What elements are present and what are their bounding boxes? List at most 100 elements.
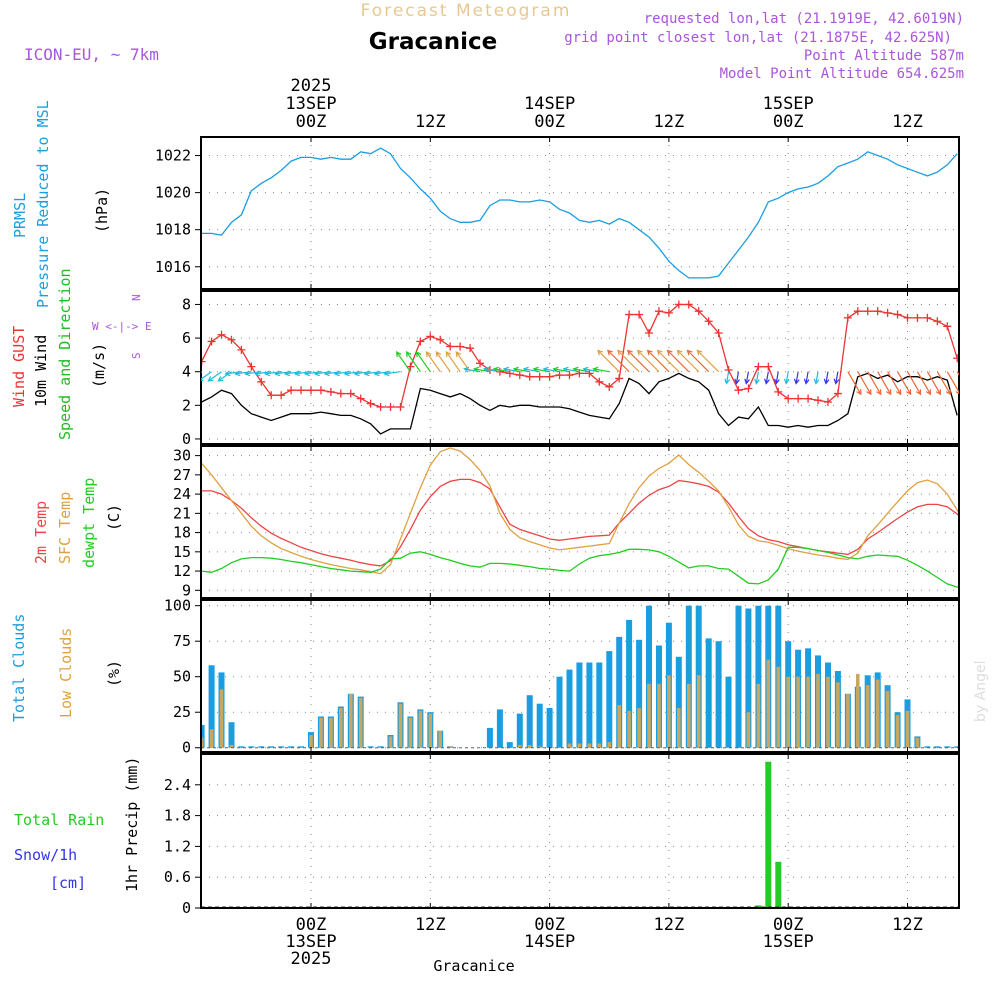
top-day-label-4: 15SEP (763, 94, 814, 114)
wind-gust-marker-66 (853, 307, 862, 316)
clouds-bar-low-clouds-64 (836, 682, 840, 748)
wind-gust-marker-63 (823, 397, 832, 406)
wind-gust-marker-15 (346, 389, 355, 398)
clouds-bar-total-clouds-55 (745, 608, 752, 748)
clouds-bar-total-clouds-4 (238, 746, 245, 748)
precip-ytick-label-2: 1.2 (164, 837, 191, 855)
wind-gust-marker-38 (575, 369, 584, 378)
clouds-bar-total-clouds-41 (606, 651, 613, 748)
clouds-bar-low-clouds-14 (339, 708, 343, 748)
clouds-bar-total-clouds-34 (536, 703, 543, 748)
wind-gust-marker-4 (237, 345, 246, 354)
wind-arrow-head-32 (502, 366, 509, 373)
wind-arrow-head-23 (415, 350, 422, 358)
clouds-bar-low-clouds-41 (607, 742, 612, 748)
wind-arrow-73 (926, 371, 941, 395)
wind-arrow-55 (745, 371, 750, 384)
wind-arrow-head-61 (803, 378, 810, 385)
wind-arrow-head-73 (935, 389, 942, 396)
wind-gust-marker-39 (585, 369, 594, 378)
temp-ytick-label-2: 15 (173, 543, 191, 561)
precip-data (755, 761, 782, 908)
wind-gust-marker-22 (416, 337, 425, 346)
wind-gust-marker-23 (426, 332, 435, 341)
clouds-bar-total-clouds-5 (248, 746, 255, 748)
wind-arrow-head-11 (293, 370, 301, 377)
wind-ytick-label-4: 8 (182, 295, 191, 313)
wind-gust-marker-42 (615, 374, 624, 383)
wind-arrow-57 (765, 371, 769, 384)
clouds-bar-low-clouds-20 (398, 703, 403, 748)
clouds-bar-total-clouds-48 (675, 656, 682, 748)
wind-gust-marker-50 (694, 307, 703, 316)
compass-north: N (130, 294, 143, 301)
clouds-bar-total-clouds-56 (755, 605, 762, 748)
header-and-labels: Forecast Meteogram Gracanice ICON-EU, ~ … (10, 1, 989, 975)
wind-arrow-head-56 (754, 378, 760, 385)
wind-arrow-head-76 (966, 389, 970, 394)
clouds-bar-total-clouds-38 (576, 662, 583, 748)
wind-gust-marker-25 (446, 342, 455, 351)
clouds-bar-total-clouds-40 (596, 662, 603, 748)
clouds-bar-low-clouds-16 (358, 698, 363, 748)
bottom-day-label-2: 14SEP (524, 932, 575, 952)
clouds-bar-total-clouds-37 (566, 669, 573, 748)
wind-arrow-23 (416, 351, 431, 373)
top-time-label-5: 12Z (892, 112, 923, 132)
clouds-bar-low-clouds-46 (657, 683, 661, 748)
clouds-bar-low-clouds-2 (219, 689, 224, 748)
wind-arrow-head-44 (617, 349, 623, 356)
temp-label-1: 2m Temp (32, 501, 50, 564)
wind-gust-marker-76 (953, 354, 959, 363)
clouds-bar-total-clouds-51 (705, 638, 712, 748)
wind-arrow-head-59 (783, 378, 790, 385)
wind-arrow-head-30 (482, 366, 490, 373)
clouds-bar-low-clouds-1 (209, 729, 214, 748)
wind-arrow-41 (593, 368, 610, 373)
wind-arrow-head-65 (856, 389, 862, 396)
wind-gust-marker-61 (804, 394, 813, 403)
temp-ytick-label-6: 27 (173, 466, 191, 484)
clouds-bar-low-clouds-38 (577, 743, 582, 748)
clouds-bar-low-clouds-65 (846, 693, 850, 748)
wind-arrow-head-24 (425, 350, 432, 358)
clouds-unit: (%) (105, 660, 123, 687)
wind-arrow-head-58 (774, 378, 780, 385)
wind-arrow-head-46 (636, 349, 643, 356)
wind-arrow-head-7 (254, 370, 261, 377)
clouds-ytick-label-3: 75 (173, 632, 191, 650)
wind-arrow-1 (201, 371, 212, 380)
temp-ytick-label-3: 18 (173, 524, 191, 542)
wind-gust-marker-68 (873, 307, 882, 316)
temp-ytick-label-7: 30 (173, 447, 191, 465)
precip-bar-total-rain-2 (775, 861, 782, 908)
clouds-bar-total-clouds-9 (288, 746, 295, 748)
wind-gust-marker-17 (366, 399, 375, 408)
wind-gust-marker-69 (883, 308, 892, 317)
wind-gust-marker-8 (277, 391, 286, 400)
clouds-bar-low-clouds-19 (388, 736, 393, 748)
wind-direction-arrows (201, 349, 970, 396)
clouds-bar-low-clouds-13 (329, 717, 333, 748)
wind-gust-marker-33 (525, 372, 534, 381)
wind-gust-marker-18 (376, 403, 385, 412)
wind-gust-marker-21 (406, 362, 415, 371)
wind-arrow-56 (755, 371, 759, 384)
clouds-bar-total-clouds-76 (954, 746, 959, 748)
wind-gust-marker-11 (307, 386, 315, 395)
wind-arrow-head-54 (734, 378, 740, 385)
wind-arrow-25 (435, 351, 451, 373)
wind-arrow-69 (887, 371, 902, 395)
wind-arrow-68 (877, 371, 892, 395)
wind-arrow-head-47 (646, 349, 653, 356)
pressure-data (201, 147, 958, 279)
wind-gust-marker-70 (893, 310, 902, 319)
bottom-time-label-0: 00Z (296, 915, 327, 935)
wind-arrow-head-13 (313, 370, 320, 377)
wind-gust-marker-54 (734, 386, 743, 395)
wind-arrow-26 (445, 351, 461, 373)
wind-ytick-label-3: 6 (182, 329, 191, 347)
wind-arrow-head-75 (955, 391, 959, 395)
pressure-ytick-label-1: 1018 (155, 221, 191, 239)
precip-bar-total-rain-1 (765, 761, 772, 908)
